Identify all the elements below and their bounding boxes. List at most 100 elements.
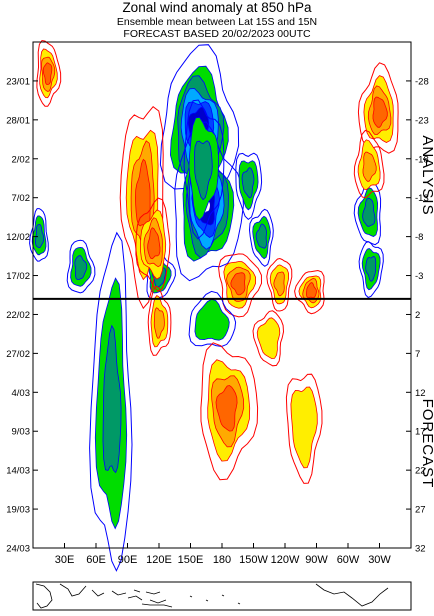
day-label: -23 xyxy=(415,115,429,126)
day-label: -3 xyxy=(415,271,423,282)
neg-blob-east-pac-level-2 xyxy=(241,167,255,199)
pos-blob-central-pac-fc-level-3 xyxy=(215,385,238,432)
pos-blob-indian-ocean-2-level-3 xyxy=(147,227,161,260)
pos-blob-east-pac-fc-2-level-1 xyxy=(256,317,281,360)
chart-subtitle-1: Ensemble mean between Lat 15S and 15N xyxy=(116,16,318,28)
pos-blob-east-pac xyxy=(266,257,293,312)
pos-blob-east-pac-fc-outer-contour xyxy=(285,373,323,484)
pos-blob-africa-top-outer-contour xyxy=(36,39,62,107)
world-map-strip xyxy=(32,581,412,611)
longitude-label: 30W xyxy=(368,554,391,566)
pos-blob-east-pac-outer-contour xyxy=(266,257,293,312)
pos-blob-africa-top xyxy=(36,39,62,107)
date-label: 4/03 xyxy=(12,388,31,399)
neg-blob-wpac-center xyxy=(183,99,225,240)
date-label: 7/02 xyxy=(12,193,31,204)
neg-blob-atlantic-level-2 xyxy=(362,197,376,227)
neg-blob-west-pac-fc-level-1 xyxy=(194,298,230,341)
date-axis-labels: 23/01 28/01 2/02 7/02 12/02 17/02 22/02 27/02 4/… xyxy=(6,76,30,554)
chart-title: Zonal wind anomaly at 850 hPa xyxy=(122,0,312,15)
pos-blob-atlantic-2 xyxy=(353,129,385,199)
neg-blob-wpac-south-outer-contour xyxy=(174,121,244,282)
date-label: 2/02 xyxy=(12,154,31,165)
neg-blob-africa-outer-contour xyxy=(29,208,49,262)
neg-blob-east-pac-2-level-2 xyxy=(255,223,267,249)
date-label: 22/02 xyxy=(6,310,30,321)
pos-blob-atlantic-level-3 xyxy=(372,96,388,128)
day-label: -8 xyxy=(415,232,423,243)
date-label: 24/03 xyxy=(6,544,30,555)
day-label: -28 xyxy=(415,76,429,87)
pos-blob-east-pac-level-2 xyxy=(273,271,285,297)
neg-blob-wpac-center-level-2 xyxy=(194,140,213,201)
pos-blob-indian-ocean-2-outer-contour xyxy=(135,197,171,292)
neg-blob-west-pac-fc-outer-contour xyxy=(188,290,237,348)
day-label: 27 xyxy=(415,505,426,516)
pos-blob-atlantic-2-level-2 xyxy=(362,151,377,182)
pos-blob-central-pac-outer-contour xyxy=(218,253,263,318)
neg-blob-indian-ocean-outer-contour xyxy=(66,239,96,294)
pos-blob-far-east-level-3 xyxy=(305,282,317,299)
neg-blob-indian-ocean-fc xyxy=(89,231,133,572)
longitude-label: 120W xyxy=(271,554,300,566)
date-label: 14/03 xyxy=(6,466,30,477)
neg-blob-east-pac-2 xyxy=(248,208,274,267)
date-label: 19/03 xyxy=(6,505,30,516)
pos-blob-atlantic-outer-contour xyxy=(357,62,399,154)
pos-blob-central-pac-level-3 xyxy=(230,272,246,296)
longitude-label: 150E xyxy=(178,554,204,566)
day-label: 22 xyxy=(415,466,426,477)
neg-blob-south-america-level-2 xyxy=(365,256,377,282)
pos-blob-central-pac xyxy=(218,253,263,318)
pos-blob-atlantic xyxy=(357,62,399,154)
day-label: 12 xyxy=(415,388,426,399)
day-label: 32 xyxy=(415,544,426,555)
day-label: -18 xyxy=(415,154,429,165)
day-label: 7 xyxy=(415,349,420,360)
pos-blob-indian-ocean-outer-contour xyxy=(119,106,164,310)
neg-blob-indian-ocean-fc-outer-contour xyxy=(89,231,133,572)
coastline-pacific-islands xyxy=(189,594,241,605)
day-label: -13 xyxy=(415,193,429,204)
neg-blob-south-america-outer-contour xyxy=(358,241,384,299)
pos-blob-central-pac-fc-outer-contour xyxy=(200,342,259,481)
coastline-indian-ocean xyxy=(59,583,105,597)
analysis-label: ANALYSIS xyxy=(419,135,434,215)
longitude-label: 60W xyxy=(337,554,360,566)
pos-blob-far-east xyxy=(294,269,325,315)
date-label: 23/01 xyxy=(6,76,30,87)
date-label: 9/03 xyxy=(12,427,31,438)
coastline-africa xyxy=(35,583,53,609)
neg-blob-indian-ocean xyxy=(66,239,96,294)
neg-blob-wpac-center-outer-contour xyxy=(183,99,225,240)
pos-blob-africa-top-level-3 xyxy=(42,62,53,86)
pos-blob-west-pac-fc xyxy=(147,285,172,356)
pos-blob-east-pac-fc-2 xyxy=(252,310,285,367)
coastline-americas xyxy=(315,583,389,607)
day-label: 17 xyxy=(415,427,426,438)
longitude-label: 90W xyxy=(305,554,328,566)
neg-blob-west-pac-fc xyxy=(188,290,237,348)
longitude-label: 30E xyxy=(55,554,75,566)
pos-blob-indian-ocean-2 xyxy=(135,197,171,292)
longitude-label: 120E xyxy=(146,554,172,566)
chart-subtitle-2: FORECAST BASED 20/02/2023 00UTC xyxy=(123,28,311,40)
pos-blob-far-east-outer-contour xyxy=(294,269,325,315)
map-frame xyxy=(32,581,412,611)
neg-blob-east-pac-2-outer-contour xyxy=(248,208,274,267)
date-label: 12/02 xyxy=(6,232,30,243)
date-label: 28/01 xyxy=(6,115,30,126)
coastline-maritime-continent xyxy=(111,589,167,604)
neg-blob-indian-ocean-level-2 xyxy=(74,255,88,281)
neg-blob-indian-ocean-fc-level-2 xyxy=(102,324,122,474)
longitude-axis-labels: 30E 60E 90E 120E 150E 180 150W 120W 90W 60W 30W xyxy=(55,554,392,566)
longitude-label: 180 xyxy=(213,554,231,566)
neg-blob-east-pac-outer-contour xyxy=(235,152,263,221)
neg-blob-south-america xyxy=(358,241,384,299)
pos-blob-east-pac-fc-level-1 xyxy=(290,386,318,469)
date-label: 17/02 xyxy=(6,271,30,282)
longitude-label: 150W xyxy=(239,554,268,566)
pos-blob-east-pac-fc-2-outer-contour xyxy=(252,310,285,367)
longitude-label: 60E xyxy=(86,554,106,566)
